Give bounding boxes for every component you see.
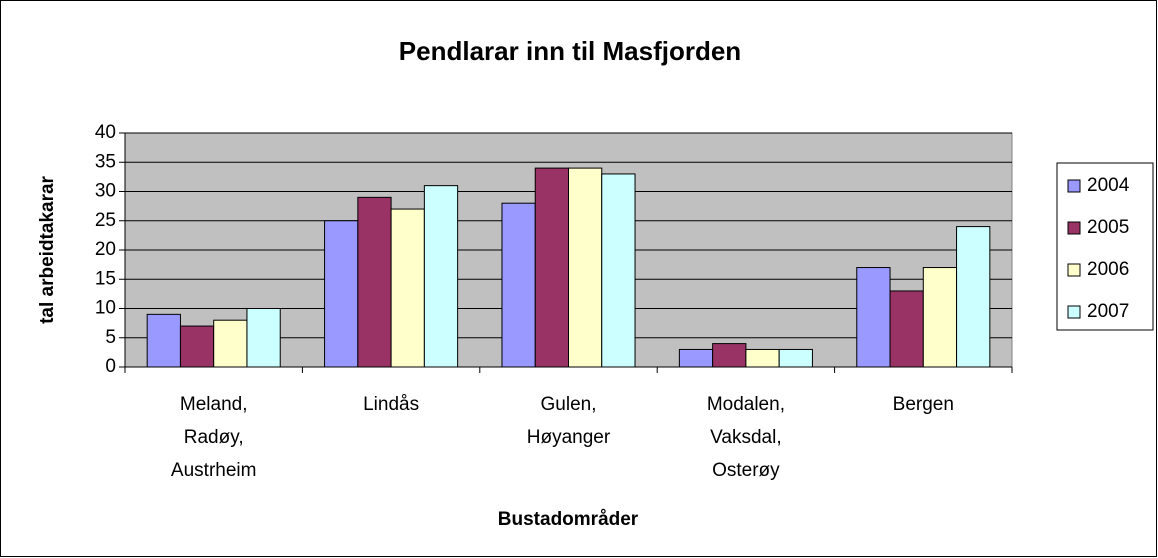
y-tick-label: 40 — [95, 122, 116, 143]
legend-label: 2004 — [1087, 175, 1130, 196]
y-tick-label: 35 — [95, 151, 116, 172]
legend-swatch — [1067, 179, 1081, 193]
x-tick-label: Vaksdal, — [710, 427, 781, 448]
legend-swatch — [1067, 221, 1081, 235]
x-tick-label: Bergen — [893, 394, 954, 415]
x-tick-label: Austrheim — [171, 460, 257, 481]
x-tick-label: Lindås — [363, 394, 419, 415]
bar — [745, 348, 780, 368]
y-tick-label: 5 — [105, 327, 116, 348]
bar — [889, 290, 924, 368]
bar — [568, 167, 603, 368]
x-axis-label: Bustadområder — [498, 509, 639, 530]
bar — [246, 308, 281, 368]
bar — [856, 267, 891, 368]
legend-swatch — [1067, 263, 1081, 277]
y-tick-label: 30 — [95, 181, 116, 202]
x-tick-label: Modalen, — [707, 394, 785, 415]
bar — [501, 202, 536, 368]
y-tick-label: 0 — [105, 356, 116, 377]
bar — [357, 196, 392, 368]
legend-label: 2005 — [1087, 217, 1129, 238]
bar — [146, 313, 181, 368]
y-axis-label: tal arbeidtakarar — [37, 175, 58, 323]
bar — [179, 325, 215, 368]
bar — [956, 226, 991, 368]
bar — [534, 167, 569, 368]
bar — [712, 343, 747, 368]
bar — [213, 319, 248, 368]
y-tick-label: 20 — [95, 239, 116, 260]
legend-label: 2007 — [1087, 301, 1129, 322]
bar — [922, 267, 958, 368]
y-tick-label: 10 — [95, 298, 116, 319]
x-tick-label: Osterøy — [712, 460, 780, 481]
legend-swatch — [1067, 305, 1081, 319]
x-tick-label: Radøy, — [184, 427, 244, 448]
x-tick-label: Gulen, — [541, 394, 597, 415]
chart-title: Pendlarar inn til Masfjorden — [399, 36, 741, 66]
bar — [324, 220, 359, 368]
bar — [601, 173, 636, 368]
y-tick-label: 15 — [95, 268, 116, 289]
bar — [423, 185, 459, 368]
legend-label: 2006 — [1087, 259, 1129, 280]
x-tick-label: Høyanger — [527, 427, 611, 448]
bar — [778, 348, 813, 368]
bar — [678, 348, 714, 368]
y-tick-label: 25 — [95, 210, 116, 231]
bar — [390, 208, 425, 368]
x-tick-label: Meland, — [180, 394, 248, 415]
